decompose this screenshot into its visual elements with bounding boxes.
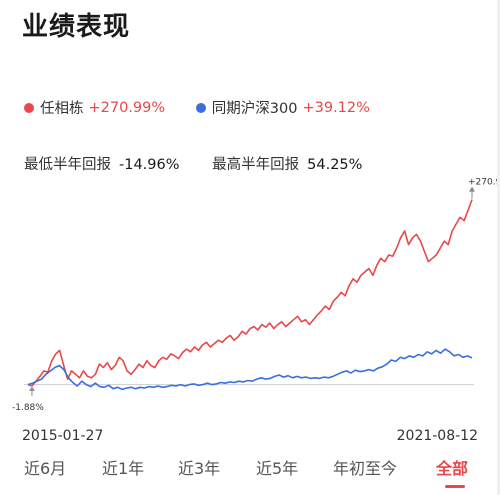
min-return-label: 最低半年回报 (24, 157, 111, 173)
scroll-edge (497, 0, 500, 495)
tab-5y[interactable]: 近5年 (256, 459, 299, 478)
tab-ytd[interactable]: 年初至今 (333, 459, 398, 478)
legend-index-value: +39.12% (302, 99, 370, 116)
tab-1y[interactable]: 近1年 (102, 459, 145, 478)
start-date: 2015-01-27 (22, 428, 104, 444)
max-marker-arrow-icon (469, 186, 475, 192)
tab-3y[interactable]: 近3年 (178, 459, 221, 478)
legend-fund-value: +270.99% (88, 99, 166, 116)
min-annotation-label: -1.88% (12, 403, 44, 413)
min-return: 最低半年回报 -14.96% (24, 153, 180, 174)
min-marker-arrow-icon (28, 386, 35, 391)
chart-legend: 任相栋 +270.99% 同期沪深300 +39.12% (24, 97, 396, 118)
end-date: 2021-08-12 (396, 428, 478, 444)
active-tab-indicator (445, 485, 465, 488)
fund-series-line (27, 199, 473, 387)
min-return-value: -14.96% (119, 157, 180, 173)
tab-all[interactable]: 全部 (436, 459, 469, 478)
max-annotation-label: +270.99% (468, 178, 500, 188)
max-return-value: 54.25% (307, 157, 363, 173)
max-return: 最高半年回报 54.25% (212, 153, 362, 174)
index-series-line (27, 348, 473, 391)
period-tabs: 近6月 近1年 近3年 近5年 年初至今 全部 (0, 455, 500, 495)
legend-item-index: 同期沪深300 +39.12% (195, 97, 370, 118)
legend-index-name: 同期沪深300 (211, 101, 298, 117)
index-dot-icon (195, 102, 206, 113)
legend-item-fund: 任相栋 +270.99% (24, 97, 165, 118)
return-stats: 最低半年回报 -14.96% 最高半年回报 54.25% (24, 153, 390, 174)
fund-dot-icon (24, 102, 34, 113)
page-title: 业绩表现 (22, 12, 131, 42)
performance-chart: -1.88% +270.99% (12, 178, 500, 413)
tab-6m[interactable]: 近6月 (24, 459, 67, 478)
legend-fund-name: 任相栋 (40, 101, 84, 117)
max-return-label: 最高半年回报 (212, 157, 300, 173)
